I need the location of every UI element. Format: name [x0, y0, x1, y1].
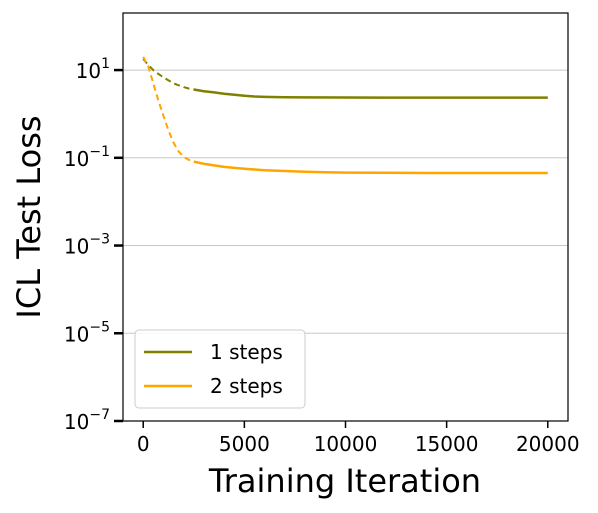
- x-tick-label: 0: [137, 432, 150, 456]
- legend-box: [134, 329, 306, 409]
- x-axis-title: Training Iteration: [208, 462, 481, 500]
- series-lines: [142, 56, 548, 175]
- y-tick-label: 10−3: [64, 232, 110, 259]
- y-tick-label: 10−1: [64, 144, 110, 171]
- series-line-2-steps-dashed: [142, 56, 195, 163]
- series-line-1-steps-dashed: [142, 58, 194, 91]
- x-tick-label: 5000: [219, 432, 270, 456]
- y-axis-ticks: 10−7 10−5 10−3 10−1 101: [64, 56, 123, 434]
- x-tick-label: 20000: [516, 432, 580, 456]
- gridlines: [123, 69, 568, 334]
- legend-label-2-steps: 2 steps: [210, 374, 283, 398]
- series-line-2-steps: [193, 160, 548, 175]
- x-tick-label: 15000: [415, 432, 479, 456]
- legend-label-1-steps: 1 steps: [210, 340, 283, 364]
- series-line-1-steps: [193, 88, 548, 99]
- y-axis-title: ICL Test Loss: [10, 115, 48, 318]
- y-tick-label: 101: [76, 56, 110, 83]
- x-axis-ticks: 0 5000 10000 15000 20000: [137, 421, 580, 456]
- x-tick-label: 10000: [314, 432, 378, 456]
- legend: 1 steps 2 steps: [134, 329, 306, 409]
- y-tick-label: 10−7: [64, 407, 110, 434]
- y-tick-label: 10−5: [64, 319, 110, 346]
